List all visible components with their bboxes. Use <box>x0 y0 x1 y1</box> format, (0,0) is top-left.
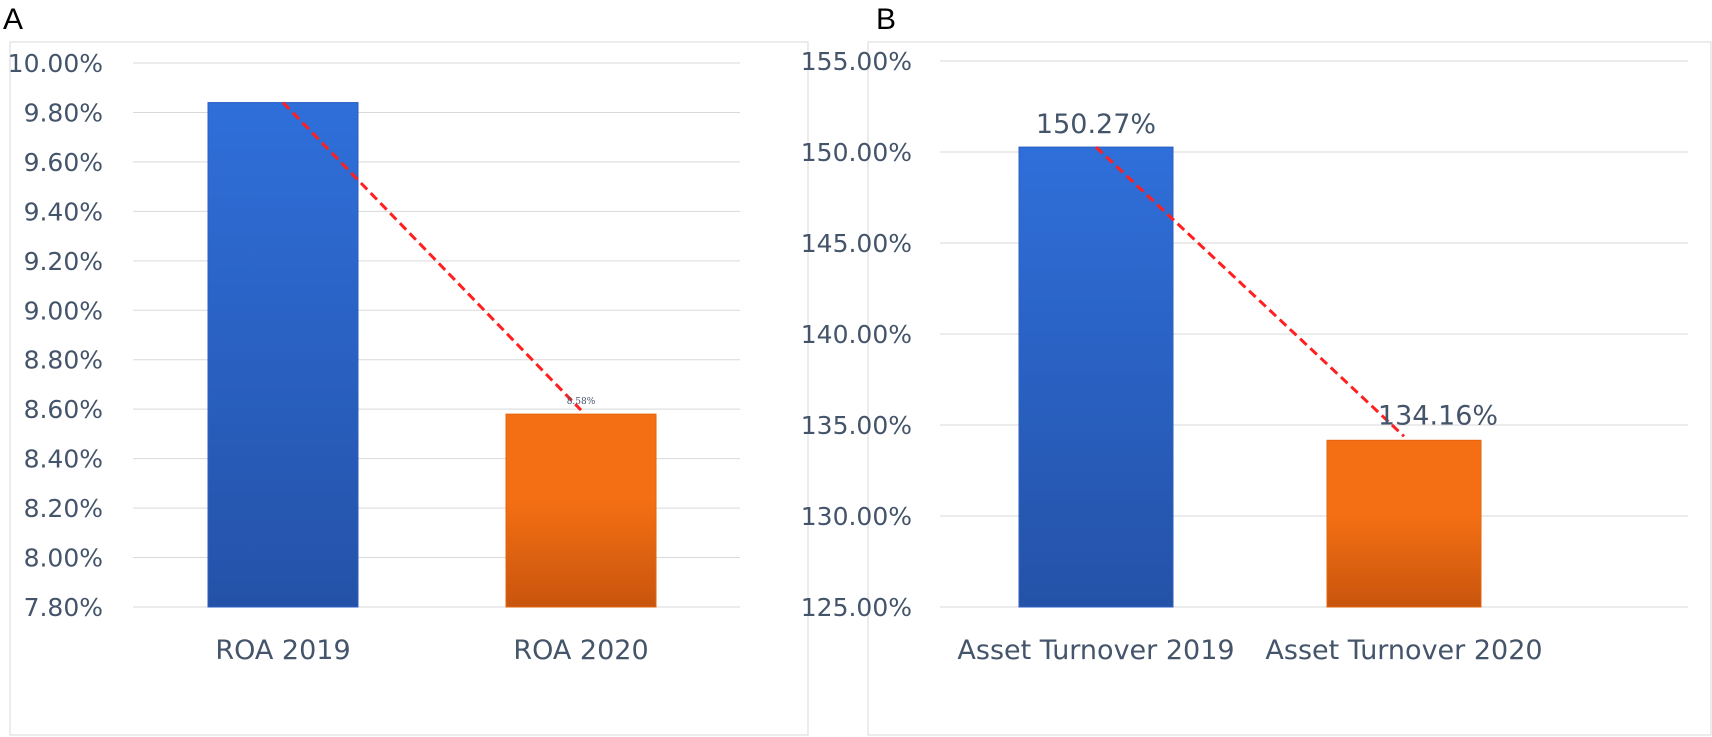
y-tick-label: 9.60% <box>24 148 103 177</box>
x-axis-categories-b: Asset Turnover 2019 Asset Turnover 2020 <box>957 635 1542 666</box>
bar-roa-2019 <box>207 102 359 608</box>
bar-asset-turnover-2019 <box>1018 146 1174 608</box>
y-tick-label: 135.00% <box>801 411 912 440</box>
y-tick-label: 150.00% <box>801 138 912 167</box>
y-tick-label: 10.00% <box>8 49 103 78</box>
y-tick-label: 9.00% <box>24 296 103 325</box>
chart-frame-a <box>9 41 809 736</box>
x-axis-categories-a: ROA 2019 ROA 2020 <box>215 635 648 666</box>
x-category-label: Asset Turnover 2019 <box>957 635 1234 666</box>
bars-a <box>207 102 657 608</box>
data-label: 134.16% <box>1378 400 1498 431</box>
chart-panel-b: B 125.00% 130.00% 135.00% 140.00% 145.00% 150… <box>801 3 1712 736</box>
bars-b <box>1018 146 1482 608</box>
trend-line <box>1094 145 1406 438</box>
y-tick-label: 9.20% <box>24 247 103 276</box>
y-tick-label: 8.00% <box>24 544 103 573</box>
data-label: 8.58% <box>567 397 596 407</box>
y-tick-label: 145.00% <box>801 229 912 258</box>
chart-panel-a: A 7.80% 8.00% 8.20% 8.40% 8.60% 8.80% 9.00% 9.2… <box>3 3 809 736</box>
y-tick-label: 7.80% <box>24 593 103 622</box>
trend-line-b <box>1094 145 1406 438</box>
y-tick-label: 8.80% <box>24 346 103 375</box>
y-axis-ticks-b: 125.00% 130.00% 135.00% 140.00% 145.00% 150.0… <box>801 47 912 622</box>
x-category-label: ROA 2020 <box>513 635 648 666</box>
bar-asset-turnover-2020 <box>1326 439 1482 608</box>
y-tick-label: 9.80% <box>24 98 103 127</box>
y-tick-label: 8.60% <box>24 395 103 424</box>
y-tick-label: 8.20% <box>24 494 103 523</box>
trend-line-a <box>281 101 583 412</box>
x-category-label: Asset Turnover 2020 <box>1265 635 1542 666</box>
panel-label-a: A <box>3 3 23 36</box>
data-labels-a: 8.58% <box>567 397 596 407</box>
y-tick-label: 130.00% <box>801 502 912 531</box>
trend-line <box>281 101 583 412</box>
y-tick-label: 9.40% <box>24 197 103 226</box>
y-tick-label: 8.40% <box>24 445 103 474</box>
y-axis-ticks-a: 7.80% 8.00% 8.20% 8.40% 8.60% 8.80% 9.00% 9.20%… <box>8 49 103 622</box>
chart-frame-b <box>867 41 1712 736</box>
panel-label-b: B <box>876 3 896 36</box>
data-labels-b: 150.27% 134.16% <box>1036 109 1498 431</box>
data-label: 150.27% <box>1036 109 1156 140</box>
x-category-label: ROA 2019 <box>215 635 350 666</box>
bar-roa-2020 <box>505 413 657 608</box>
y-tick-label: 125.00% <box>801 593 912 622</box>
y-tick-label: 155.00% <box>801 47 912 76</box>
y-tick-label: 140.00% <box>801 320 912 349</box>
